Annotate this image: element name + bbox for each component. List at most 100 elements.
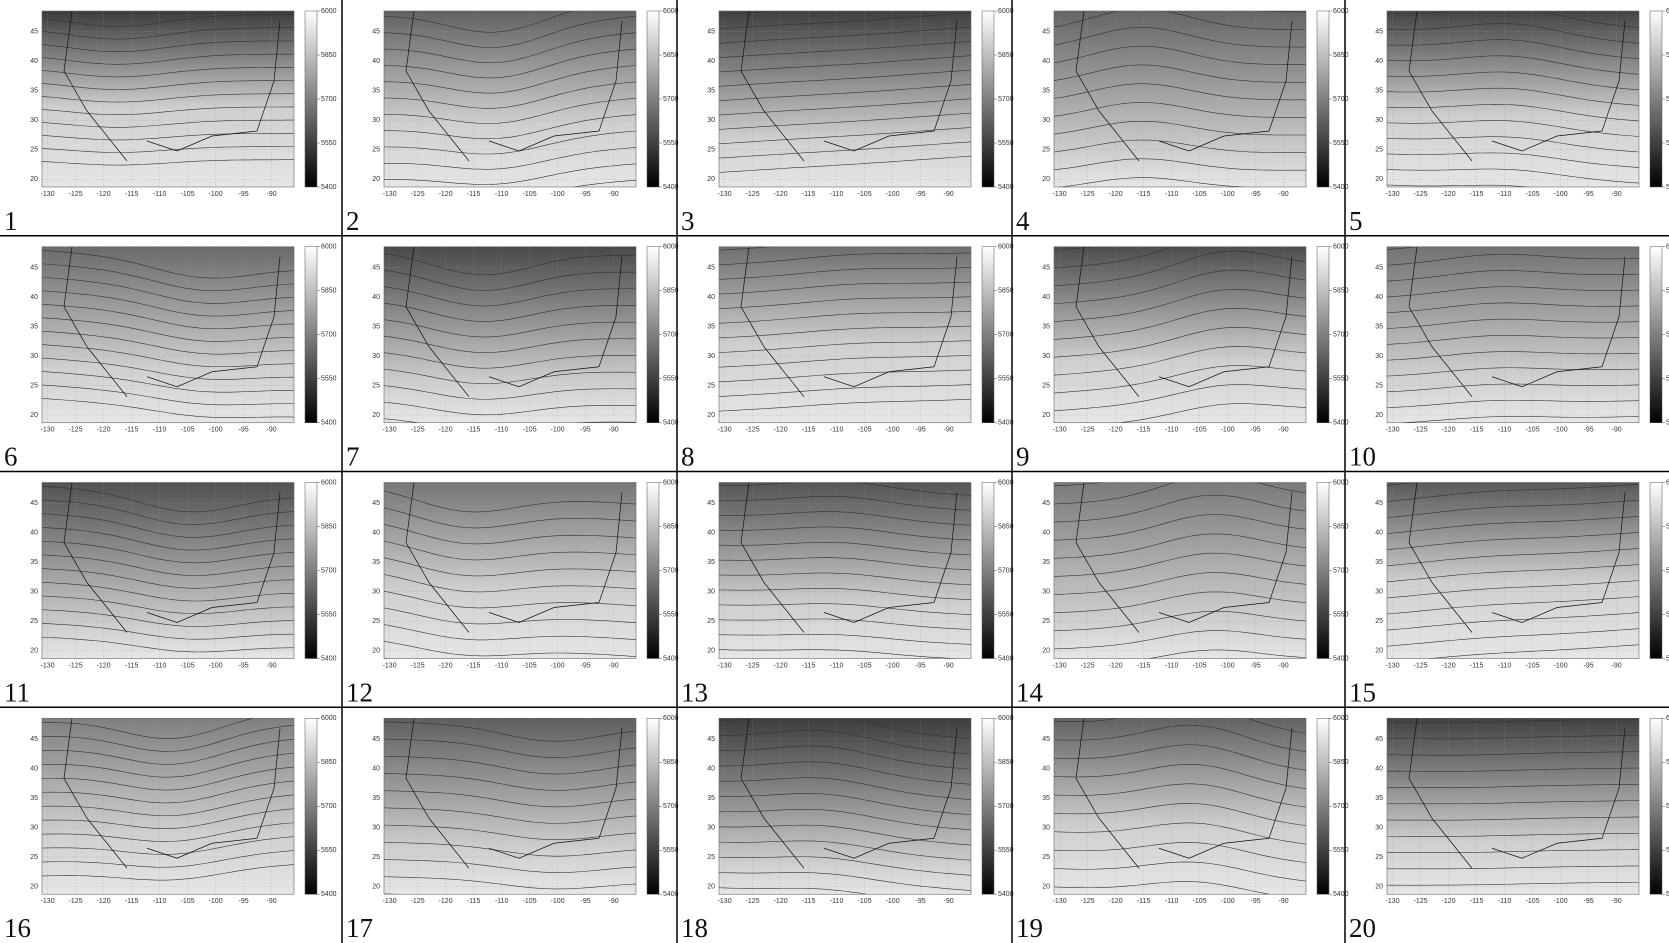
contour-line <box>719 588 971 600</box>
y-tick-label: 25 <box>1042 854 1050 861</box>
contour-line <box>1054 250 1306 287</box>
map-frame <box>383 717 637 895</box>
x-tick-label: -105 <box>181 191 195 198</box>
contour-line <box>1387 270 1639 282</box>
y-tick-label: 40 <box>707 58 715 65</box>
contour-line <box>42 106 294 116</box>
y-tick-label: 35 <box>372 559 380 566</box>
contour-line <box>42 540 294 564</box>
y-tick-label: 35 <box>1042 323 1050 330</box>
x-tick-label: -100 <box>1221 898 1235 905</box>
x-tick-label: -125 <box>1414 662 1428 669</box>
colorbar-tick-label: 5850 <box>1333 52 1349 59</box>
x-tick-label: -105 <box>1526 191 1540 198</box>
y-tick-label: 35 <box>707 559 715 566</box>
contour-line <box>719 340 971 353</box>
contour-line <box>1054 269 1306 305</box>
x-tick-label: -125 <box>69 898 83 905</box>
x-tick-label: -120 <box>97 662 111 669</box>
y-tick-label: 45 <box>1375 736 1383 743</box>
x-tick-label: -120 <box>97 898 111 905</box>
colorbar <box>981 10 995 188</box>
panel-number: 5 <box>1349 206 1363 236</box>
contour-line <box>1254 11 1306 13</box>
map-background <box>1387 482 1639 659</box>
contour-line <box>384 675 636 691</box>
colorbar-tick-label: 6000 <box>998 715 1014 722</box>
colorbar-tick-label: 5550 <box>1666 847 1669 854</box>
contour-line <box>1387 500 1639 518</box>
x-tick-label: -95 <box>916 898 926 905</box>
coastline <box>1075 718 1293 869</box>
contour-line <box>1387 184 1531 187</box>
x-tick-label: -120 <box>439 662 453 669</box>
contour-line <box>42 146 294 153</box>
y-tick-label: 20 <box>372 883 380 890</box>
map-content <box>1387 11 1639 187</box>
contour-line <box>42 499 294 525</box>
colorbar <box>1316 10 1330 188</box>
colorbar-tick-label: 5850 <box>1666 523 1669 530</box>
colorbar-tick-label: 5700 <box>1333 332 1349 339</box>
x-tick-label: -95 <box>1584 427 1594 434</box>
map-content <box>42 718 294 895</box>
x-tick-label: -120 <box>97 427 111 434</box>
contour-line <box>42 53 294 65</box>
colorbar-tick-label: 5700 <box>1666 803 1669 810</box>
y-tick-label: 25 <box>707 854 715 861</box>
contour-line <box>42 14 294 27</box>
panel: -130 -125 -120 -115 -110 -105 -100 -95 -90 20 25 30… <box>1349 715 1669 943</box>
contour-line <box>1054 842 1306 863</box>
contour-line <box>1387 351 1639 361</box>
colorbar-tick-label: 5700 <box>998 803 1014 810</box>
contour-line <box>384 130 636 155</box>
x-tick-label: -105 <box>1193 427 1207 434</box>
x-tick-label: -100 <box>1554 191 1568 198</box>
map-background <box>384 482 636 659</box>
panel-number: 14 <box>1016 677 1044 707</box>
contour-line <box>719 482 971 496</box>
colorbar-tick-label: 5550 <box>998 376 1014 383</box>
y-tick-label: 35 <box>372 323 380 330</box>
y-tick-label: 30 <box>1042 589 1050 596</box>
map-background <box>42 482 294 659</box>
panel: -130 -125 -120 -115 -110 -105 -100 -95 -90 20 25 30… <box>681 479 1014 707</box>
contour-line <box>719 267 971 280</box>
contour-line <box>1054 718 1306 734</box>
x-tick-label: -115 <box>802 898 816 905</box>
x-tick-label: -95 <box>916 191 926 198</box>
panel: -130 -125 -120 -115 -110 -105 -100 -95 -90 20 25 30… <box>346 244 679 472</box>
y-tick-label: 25 <box>372 382 380 389</box>
y-tick-label: 30 <box>1375 117 1383 124</box>
contour-line <box>1054 494 1306 523</box>
contour-line <box>1387 751 1639 756</box>
x-tick-label: -120 <box>1109 427 1123 434</box>
map-background <box>1387 718 1639 895</box>
contour-line <box>384 624 636 641</box>
x-tick-label: -110 <box>495 898 509 905</box>
x-tick-label: -130 <box>383 898 397 905</box>
colorbar <box>1316 246 1330 423</box>
map-background <box>1054 246 1306 423</box>
y-tick-label: 20 <box>30 648 38 655</box>
contour-line <box>719 649 961 659</box>
map-content <box>42 246 294 423</box>
colorbar-tick-label: 5850 <box>663 523 679 530</box>
contour-line <box>384 335 636 353</box>
x-tick-label: -90 <box>1612 427 1622 434</box>
contour-line <box>719 718 971 740</box>
colorbar-tick-label: 5700 <box>1666 332 1669 339</box>
contour-line <box>719 856 971 876</box>
colorbar <box>646 10 660 188</box>
contour-line <box>1387 120 1639 137</box>
contour-line <box>719 872 971 891</box>
contour-line <box>1387 39 1639 59</box>
map-frame <box>1386 482 1640 659</box>
y-tick-label: 25 <box>30 382 38 389</box>
y-tick-label: 45 <box>707 29 715 36</box>
contour-line <box>719 69 971 87</box>
contour-line <box>1387 800 1639 805</box>
x-tick-label: -120 <box>1442 427 1456 434</box>
panel-number: 17 <box>346 913 373 943</box>
panel-number: 18 <box>681 913 708 943</box>
